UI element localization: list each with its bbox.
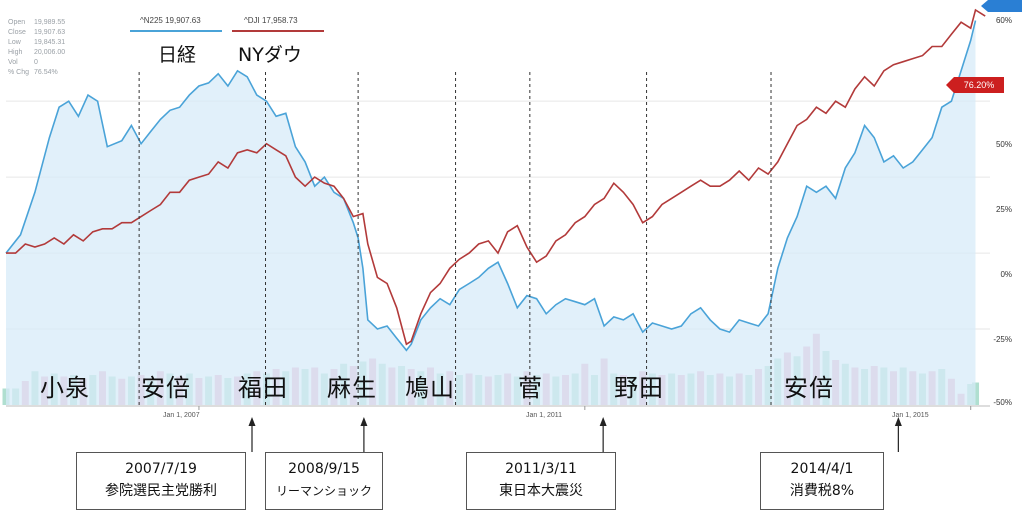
stat-value: 19,989.55 bbox=[34, 19, 66, 26]
era-label-noda: 野田 bbox=[614, 374, 664, 402]
event-box-earthquake: 2011/3/11 東日本大震災 bbox=[466, 452, 616, 510]
stat-row-open: Open 19,989.55 bbox=[8, 18, 65, 28]
y-label-50: 50% bbox=[995, 140, 1012, 149]
nikkei-area bbox=[6, 20, 976, 405]
event-date: 2007/7/19 bbox=[125, 461, 197, 477]
event-text: 参院選民主党勝利 bbox=[105, 483, 217, 499]
stat-value: 0 bbox=[34, 59, 38, 66]
legend-nikkei-ticker: ^N225 19,907.63 bbox=[140, 16, 201, 25]
stat-label: High bbox=[8, 49, 23, 56]
legend-dow-swatch bbox=[232, 30, 324, 32]
era-label-abe-2: 安倍 bbox=[784, 374, 834, 402]
stat-row-close: Close 19,907.63 bbox=[8, 28, 65, 38]
stats-panel: Open 19,989.55 Close 19,907.63 Low 19,845.3… bbox=[8, 18, 65, 78]
stat-label: Open bbox=[8, 19, 26, 26]
event-box-election: 2007/7/19 参院選民主党勝利 bbox=[76, 452, 246, 510]
x-tick-2015: Jan 1, 2015 bbox=[892, 412, 929, 419]
stat-row-chg: % Chg 76.54% bbox=[8, 68, 65, 78]
y-label-25: 25% bbox=[995, 205, 1012, 214]
stat-row-high: High 20,006.00 bbox=[8, 48, 65, 58]
dow-line bbox=[6, 8, 986, 346]
event-box-tax: 2014/4/1 消費税8% bbox=[760, 452, 884, 510]
last-value-badge: 76.20% bbox=[946, 77, 1004, 93]
stat-label: Close bbox=[8, 29, 26, 36]
stat-label: % Chg bbox=[8, 69, 30, 76]
event-arrow-head bbox=[360, 417, 368, 426]
stat-row-vol: Vol 0 bbox=[8, 58, 65, 68]
stat-row-low: Low 19,845.31 bbox=[8, 38, 65, 48]
volume-bar bbox=[972, 382, 980, 405]
stat-value: 20,006.00 bbox=[34, 49, 66, 56]
event-arrow-head bbox=[248, 417, 256, 426]
y-label-0: 0% bbox=[1000, 270, 1012, 279]
event-arrow-head bbox=[599, 417, 607, 426]
legend-nikkei-name: 日経 bbox=[158, 44, 197, 66]
stat-label: Low bbox=[8, 39, 21, 46]
y-label-neg50: -50% bbox=[993, 398, 1012, 407]
event-date: 2014/4/1 bbox=[790, 461, 854, 477]
nikkei-line bbox=[5, 20, 977, 352]
stat-label: Vol bbox=[8, 59, 18, 66]
era-label-fukuda: 福田 bbox=[238, 374, 288, 402]
legend-dow-name: NYダウ bbox=[238, 44, 302, 66]
era-label-kan: 菅 bbox=[518, 374, 543, 402]
event-text: 東日本大震災 bbox=[499, 483, 583, 499]
x-tick-2011: Jan 1, 2011 bbox=[526, 412, 563, 419]
event-date: 2011/3/11 bbox=[505, 461, 577, 477]
stat-value: 19,907.63 bbox=[34, 29, 66, 36]
event-text: 消費税8% bbox=[789, 483, 855, 499]
legend-nikkei-swatch bbox=[130, 30, 222, 32]
flag-icon bbox=[981, 0, 1022, 12]
event-date: 2008/9/15 bbox=[288, 461, 360, 477]
era-label-aso: 麻生 bbox=[327, 374, 377, 402]
event-box-lehman: 2008/9/15 リーマンショック bbox=[265, 452, 383, 510]
era-label-hatoyama: 鳩山 bbox=[405, 374, 455, 402]
y-label-60: 60% bbox=[995, 16, 1012, 25]
event-arrow-head bbox=[894, 417, 902, 426]
event-text: リーマンショック bbox=[275, 484, 372, 498]
stat-value: 76.54% bbox=[34, 69, 58, 76]
legend-dow-ticker: ^DJI 17,958.73 bbox=[244, 16, 298, 25]
x-tick-2007: Jan 1, 2007 bbox=[163, 412, 200, 419]
era-label-abe-1: 安倍 bbox=[141, 374, 191, 402]
era-label-koizumi: 小泉 bbox=[40, 374, 90, 402]
stat-value: 19,845.31 bbox=[34, 39, 66, 46]
y-label-neg25: -25% bbox=[993, 335, 1012, 344]
